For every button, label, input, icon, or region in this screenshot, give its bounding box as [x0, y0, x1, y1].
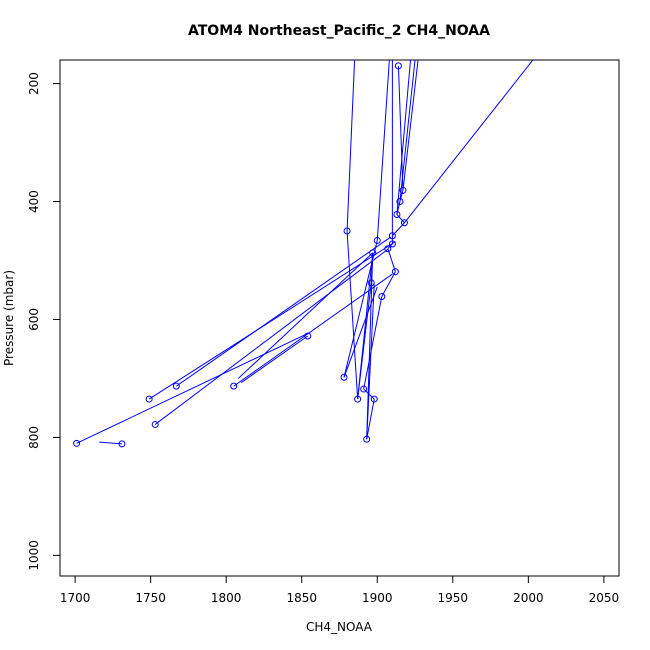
- y-tick-label: 1000: [27, 540, 41, 571]
- data-point: [400, 219, 408, 227]
- x-axis: 1700 1750 1800 1850 1900 1950 2000 2050: [60, 576, 619, 605]
- x-tick-label: 1800: [211, 591, 242, 605]
- data-point: [391, 268, 399, 276]
- data-point: [304, 332, 312, 340]
- profile-segment: [343, 286, 378, 378]
- data-point: [388, 232, 396, 240]
- data-point: [354, 395, 362, 403]
- data-point: [363, 435, 371, 443]
- data-point: [393, 211, 401, 219]
- profile-segment: [148, 241, 396, 400]
- profile-segment: [396, 60, 412, 215]
- profile-segment: [397, 65, 404, 191]
- plot-frame: [59, 59, 620, 577]
- x-tick-label: 1900: [362, 591, 393, 605]
- profile-segment: [366, 252, 374, 440]
- data-point: [118, 440, 126, 448]
- data-point: [369, 249, 377, 257]
- profile-segment: [396, 214, 405, 224]
- data-point: [388, 240, 396, 248]
- data-point: [370, 395, 378, 403]
- x-tick-label: 1750: [135, 591, 166, 605]
- x-tick-label: 2050: [589, 591, 620, 605]
- profile-segment: [233, 273, 393, 387]
- profile-segment: [366, 398, 375, 440]
- chart-title: ATOM4 Northeast_Pacific_2 CH4_NOAA: [188, 23, 490, 39]
- x-tick-label: 2000: [513, 591, 544, 605]
- y-tick-label: 800: [27, 426, 41, 449]
- profile-segment: [376, 60, 390, 241]
- y-axis: 200 400 600 800 1000: [27, 72, 60, 571]
- x-tick-label: 1700: [60, 591, 91, 605]
- data-point: [396, 198, 404, 206]
- profile-segment: [241, 335, 309, 383]
- profile-lines: [76, 60, 534, 445]
- profile-segment: [346, 230, 359, 400]
- profile-segment: [399, 60, 416, 202]
- profile-points: [73, 62, 408, 448]
- data-point: [340, 373, 348, 381]
- data-point: [399, 186, 407, 194]
- profile-segment: [366, 284, 375, 440]
- y-tick-label: 200: [27, 72, 41, 95]
- data-point: [343, 227, 351, 235]
- data-point: [378, 292, 386, 300]
- profile-segment: [237, 252, 374, 379]
- profile-segment: [381, 271, 396, 297]
- data-point: [151, 420, 159, 428]
- y-tick-label: 600: [27, 308, 41, 331]
- y-axis-label: Pressure (mbar): [2, 270, 16, 366]
- x-axis-label: CH4_NOAA: [306, 620, 373, 634]
- data-point: [172, 382, 180, 390]
- data-point: [384, 245, 392, 253]
- profile-segment: [357, 252, 374, 400]
- data-point: [394, 62, 402, 70]
- y-tick-label: 400: [27, 190, 41, 213]
- plot-area: [73, 60, 534, 448]
- data-point: [145, 395, 153, 403]
- x-tick-label: 1850: [286, 591, 317, 605]
- data-point: [373, 236, 381, 244]
- data-point: [360, 385, 368, 393]
- data-point: [367, 279, 375, 287]
- profile-segment: [176, 236, 392, 387]
- profile-segment: [402, 60, 419, 191]
- x-tick-label: 1950: [438, 591, 469, 605]
- profile-segment: [346, 60, 356, 232]
- profile-segment: [99, 441, 122, 445]
- profile-segment: [363, 296, 383, 390]
- profile-segment: [387, 248, 396, 272]
- data-point: [73, 439, 81, 447]
- data-point: [230, 382, 238, 390]
- profile-segment: [76, 333, 307, 444]
- profile-segment: [404, 60, 534, 224]
- profile-segment: [154, 248, 389, 425]
